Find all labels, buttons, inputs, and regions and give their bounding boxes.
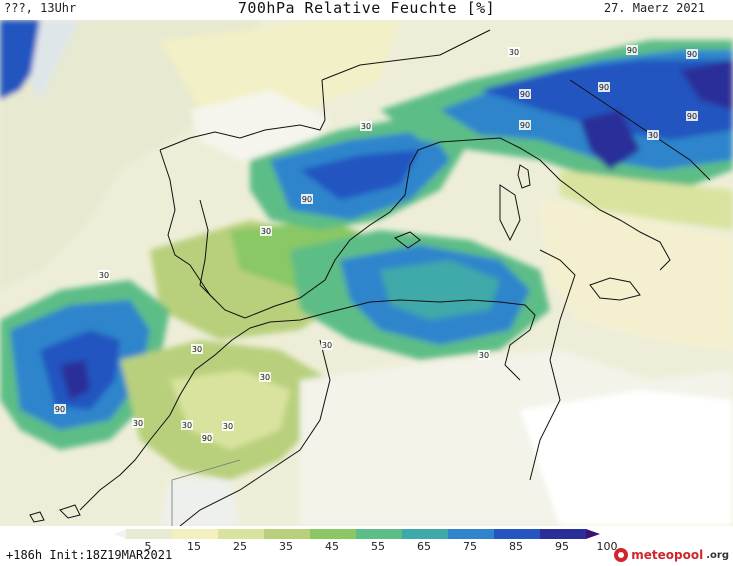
colorbar-tick: 100 bbox=[596, 540, 618, 553]
contour-label: 30 bbox=[99, 271, 109, 280]
colorbar-cell bbox=[172, 529, 218, 539]
brand-logo[interactable]: meteopool .org bbox=[614, 546, 729, 564]
colorbar-cell bbox=[310, 529, 356, 539]
contour-label: 30 bbox=[133, 419, 143, 428]
contour-label: 90 bbox=[687, 50, 697, 59]
colorbar-tick: 95 bbox=[555, 540, 569, 553]
contour-label: 30 bbox=[479, 351, 489, 360]
colorbar-cell bbox=[218, 529, 264, 539]
colorbar-tick: 35 bbox=[279, 540, 293, 553]
grey-borders bbox=[171, 459, 241, 526]
colorbar-cell bbox=[494, 529, 540, 539]
contour-label: 30 bbox=[322, 341, 332, 350]
contour-label: 30 bbox=[260, 373, 270, 382]
colorbar-cap-high bbox=[586, 529, 600, 539]
colorbar-tick: 85 bbox=[509, 540, 523, 553]
colorbar-cell bbox=[264, 529, 310, 539]
contour-label: 90 bbox=[599, 83, 609, 92]
meteopool-icon bbox=[614, 548, 629, 562]
colorbar-tick: 65 bbox=[417, 540, 431, 553]
contour-label: 90 bbox=[520, 121, 530, 130]
colorbar-cap-low bbox=[114, 529, 126, 539]
colorbar-tick: 75 bbox=[463, 540, 477, 553]
contour-label: 30 bbox=[361, 122, 371, 131]
chart-title: 700hPa Relative Feuchte [%] bbox=[237, 0, 496, 17]
forecast-day-label: ???, 13Uhr bbox=[4, 1, 77, 15]
contour-label: 90 bbox=[520, 90, 530, 99]
colorbar-cell bbox=[540, 529, 586, 539]
colorbar-tick: 55 bbox=[371, 540, 385, 553]
brand-name: meteopool bbox=[631, 548, 704, 562]
colorbar-cell bbox=[402, 529, 448, 539]
contour-label: 30 bbox=[509, 48, 519, 57]
contour-label: 30 bbox=[648, 131, 658, 140]
contour-label: 90 bbox=[55, 405, 65, 414]
colorbar-tick: 25 bbox=[233, 540, 247, 553]
colorbar bbox=[114, 529, 600, 539]
brand-tld: .org bbox=[706, 549, 729, 561]
colorbar-cell bbox=[126, 529, 172, 539]
contour-label: 30 bbox=[192, 345, 202, 354]
weather-map: 90 90 30 30 30 90 90 90 90 90 90 30 30 30 30 30 30 30 30 90… bbox=[0, 20, 733, 526]
contour-label: 90 bbox=[627, 46, 637, 55]
coastlines bbox=[29, 29, 711, 526]
header: ???, 13Uhr 700hPa Relative Feuchte [%] 2… bbox=[0, 0, 733, 20]
colorbar-ticks: 5 15 25 35 45 55 65 75 85 95 100 bbox=[0, 540, 733, 554]
contour-label: 90 bbox=[202, 434, 212, 443]
colorbar-tick: 15 bbox=[187, 540, 201, 553]
humidity-field: 90 90 30 30 30 90 90 90 90 90 90 30 30 30 30 30 30 30 30 90… bbox=[0, 20, 733, 526]
footer: 5 15 25 35 45 55 65 75 85 95 100 +186h I… bbox=[0, 526, 733, 566]
contour-label: 30 bbox=[261, 227, 271, 236]
contour-label: 30 bbox=[182, 421, 192, 430]
colorbar-cell bbox=[356, 529, 402, 539]
contour-label: 90 bbox=[302, 195, 312, 204]
model-run-info: +186h Init:18Z19MAR2021 bbox=[6, 548, 173, 562]
contour-label: 30 bbox=[223, 422, 233, 431]
contour-label: 90 bbox=[687, 112, 697, 121]
colorbar-tick: 45 bbox=[325, 540, 339, 553]
colorbar-tick: 5 bbox=[144, 540, 152, 553]
colorbar-cell bbox=[448, 529, 494, 539]
contour-labels: 90 90 30 30 30 90 90 90 90 90 90 30 30 30 30 30 30 30 30 90… bbox=[54, 45, 698, 443]
forecast-date: 27. Maerz 2021 bbox=[603, 1, 705, 15]
